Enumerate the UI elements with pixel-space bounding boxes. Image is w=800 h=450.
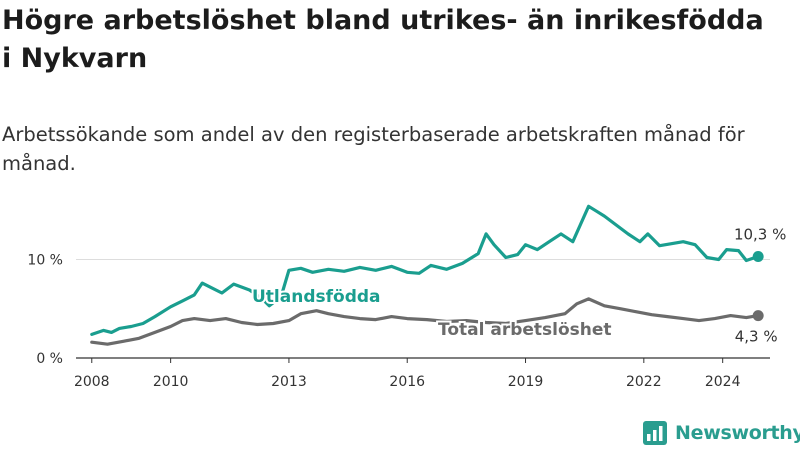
y-tick-label: 10 % — [27, 252, 63, 268]
brand: Newsworthy — [643, 419, 800, 447]
chart-title: Högre arbetslöshet bland utrikes- än inr… — [2, 5, 764, 74]
y-tick-label: 0 % — [36, 351, 63, 367]
x-tick-label: 2013 — [271, 374, 307, 390]
end-marker-total — [752, 310, 764, 322]
series-line-foreign-born — [90, 204, 760, 336]
x-tick-label: 2016 — [389, 374, 425, 390]
brand-name: Newsworthy — [675, 422, 800, 444]
series-label-total: Total arbetslöshet — [438, 320, 612, 340]
x-tick-label: 2008 — [74, 374, 110, 390]
series-line-total — [90, 297, 760, 346]
x-tick-label: 2024 — [705, 374, 741, 390]
chart-subtitle: Arbetssökande som andel av den registerb… — [2, 123, 745, 175]
end-label-total: 4,3 % — [735, 328, 778, 346]
x-tick-label: 2019 — [508, 374, 544, 390]
x-tick-label: 2022 — [626, 374, 662, 390]
series-label-foreign-born: Utlandsfödda — [252, 287, 381, 307]
end-marker-foreign-born — [752, 251, 764, 263]
end-label-foreign-born: 10,3 % — [734, 226, 786, 244]
x-tick-label: 2010 — [153, 374, 189, 390]
bar-chart-logo-icon — [643, 421, 667, 445]
